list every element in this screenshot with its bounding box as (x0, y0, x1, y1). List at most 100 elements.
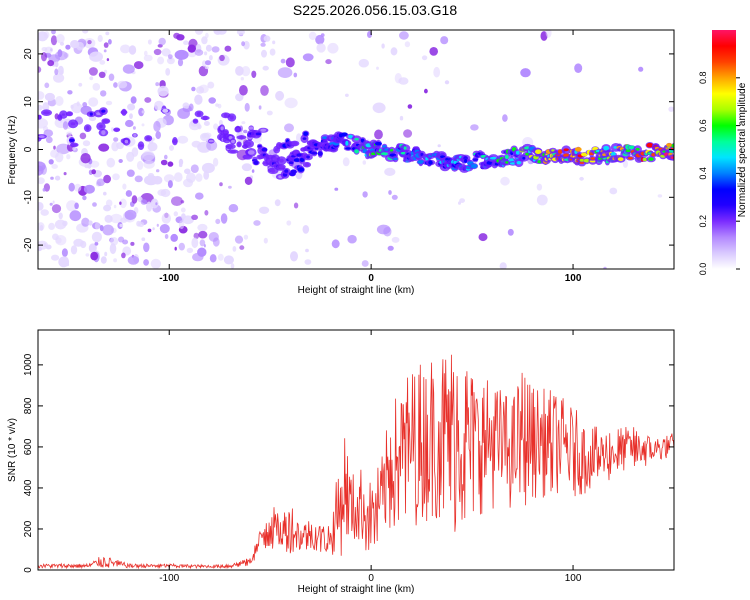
heatmap-cell (470, 163, 478, 169)
heatmap-cell (43, 111, 50, 115)
heatmap-cell (231, 139, 235, 143)
heatmap-cell (209, 254, 217, 263)
heatmap-cell (174, 49, 189, 60)
heatmap-cell (63, 172, 67, 176)
heatmap-cell (113, 82, 118, 88)
heatmap-cell (41, 47, 48, 52)
heatmap-cell (220, 213, 228, 224)
heatmap-cell (347, 234, 357, 244)
heatmap-cell (348, 134, 353, 139)
heatmap-cell (208, 139, 214, 143)
heatmap-cell (128, 45, 137, 55)
heatmap-cell (148, 173, 154, 178)
heatmap-cell (43, 243, 47, 247)
heatmap-cell (108, 73, 115, 81)
heatmap-cell (354, 149, 359, 154)
heatmap-ylabel: Frequency (Hz) (7, 116, 18, 185)
heatmap-cell (317, 151, 323, 156)
heatmap-cell (197, 223, 208, 232)
heatmap-cell (67, 90, 73, 95)
heatmap-cell (47, 60, 55, 67)
heatmap-cell (180, 207, 186, 213)
heatmap-cell (417, 160, 425, 164)
heatmap-cell (38, 66, 42, 73)
heatmap-cell (499, 262, 507, 269)
heatmap-cell (354, 138, 359, 141)
heatmap-cell (186, 247, 194, 254)
snr-ytick-label: 200 (23, 520, 34, 537)
heatmap-cell (118, 159, 123, 163)
heatmap-cell (204, 51, 208, 56)
heatmap-cell (209, 55, 213, 61)
heatmap-cell (105, 100, 113, 106)
heatmap-cell (535, 149, 542, 154)
heatmap-cell (208, 97, 216, 104)
heatmap-cell (205, 60, 211, 66)
heatmap-cell (84, 164, 90, 169)
heatmap-cell (92, 83, 101, 91)
heatmap-cell (304, 162, 310, 167)
heatmap-cell (174, 246, 177, 251)
heatmap-cell (195, 192, 204, 200)
heatmap-cell (122, 64, 135, 74)
heatmap-cell (241, 163, 252, 172)
heatmap-cell (345, 147, 352, 150)
heatmap-cell (440, 36, 449, 45)
heatmap-cell (237, 142, 241, 147)
heatmap-cell (127, 103, 136, 111)
heatmap-cell (192, 252, 204, 262)
heatmap-cell (160, 188, 171, 198)
heatmap-cell (193, 232, 200, 240)
heatmap-cell (504, 154, 509, 160)
heatmap-cell (50, 35, 58, 46)
heatmap-cell (97, 34, 103, 43)
heatmap-cell (217, 253, 224, 261)
snr-series-line (38, 354, 674, 570)
heatmap-cell (88, 97, 99, 107)
heatmap-cell (248, 126, 254, 130)
heatmap-cell (60, 41, 64, 46)
heatmap-cell (277, 67, 293, 78)
heatmap-cell (82, 195, 87, 201)
heatmap-cell (66, 154, 71, 160)
snr-ytick-label: 0 (23, 567, 34, 573)
heatmap-cell (308, 31, 317, 40)
heatmap-cell (167, 180, 173, 189)
heatmap-cell (223, 131, 229, 134)
heatmap-cell (38, 240, 49, 250)
heatmap-cell (87, 40, 92, 45)
heatmap-cell (520, 68, 531, 78)
heatmap-cell (54, 68, 59, 76)
heatmap-cell (345, 140, 349, 146)
heatmap-cell (73, 238, 84, 247)
heatmap-cell (228, 144, 233, 149)
heatmap-cell (253, 220, 261, 226)
heatmap-cell (39, 224, 44, 231)
heatmap-cell (82, 30, 89, 34)
heatmap-cell (98, 143, 110, 152)
heatmap-cell (131, 147, 139, 157)
heatmap-cell (260, 128, 267, 132)
heatmap-cell (219, 54, 225, 62)
heatmap-cell (290, 251, 298, 262)
heatmap-cell (103, 174, 111, 184)
heatmap-cell (390, 47, 398, 56)
heatmap-cell (144, 50, 148, 57)
heatmap-cell (261, 147, 268, 152)
heatmap-cell (297, 167, 305, 172)
heatmap-cell (241, 41, 246, 47)
heatmap-cell (646, 142, 654, 148)
heatmap-cell (153, 120, 161, 132)
heatmap-cell (43, 31, 50, 39)
heatmap-cell (153, 48, 162, 56)
heatmap-cell (288, 161, 294, 164)
heatmap-cell (279, 158, 284, 163)
heatmap-cell (173, 211, 178, 217)
chart-title: S225.2026.056.15.03.G18 (292, 2, 458, 18)
heatmap-cell (391, 236, 400, 243)
heatmap-cell (239, 85, 248, 96)
heatmap-cell (119, 198, 127, 209)
heatmap-cell (183, 178, 193, 188)
heatmap-cell (194, 30, 204, 35)
heatmap-cell (316, 43, 326, 53)
